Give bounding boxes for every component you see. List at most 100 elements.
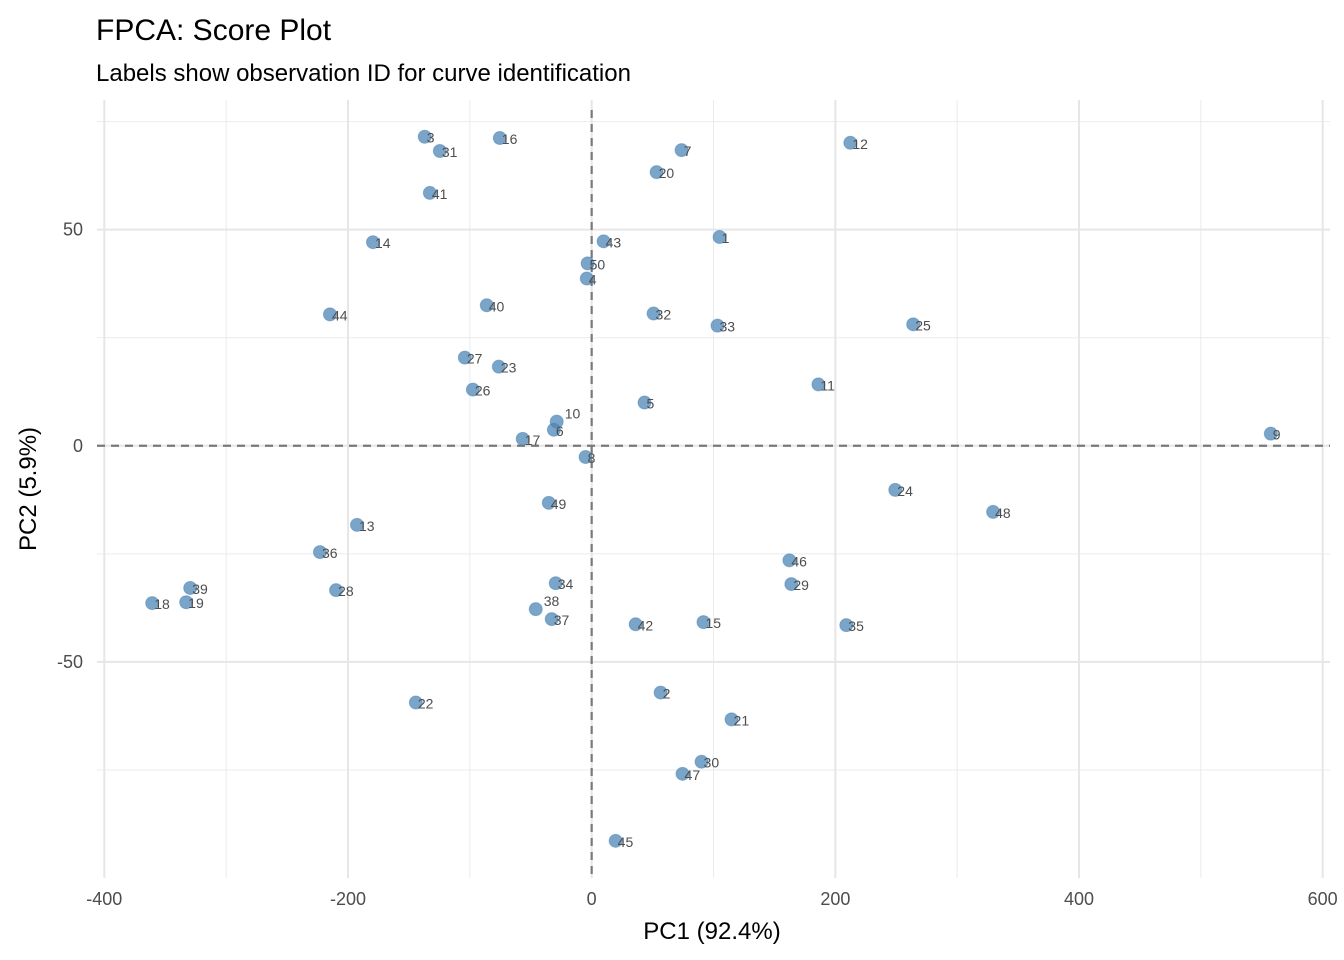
x-tick-label: 600	[1308, 889, 1338, 909]
data-point	[784, 577, 799, 592]
y-tick-label: -50	[57, 652, 83, 672]
data-point	[322, 307, 337, 322]
point-label: 41	[432, 186, 448, 202]
point-label: 10	[565, 406, 581, 422]
point-label: 16	[502, 131, 518, 147]
point-label: 25	[915, 317, 931, 333]
data-point	[365, 235, 380, 250]
data-point	[782, 553, 797, 568]
point-label: 14	[375, 235, 391, 251]
data-point	[179, 595, 194, 610]
point-label: 3	[427, 130, 435, 146]
chart-subtitle: Labels show observation ID for curve ide…	[96, 60, 631, 87]
point-label: 17	[525, 432, 541, 448]
data-point	[888, 482, 903, 497]
point-label: 46	[791, 553, 807, 569]
point-label: 7	[684, 143, 692, 159]
point-label: 34	[558, 576, 574, 592]
point-label: 47	[685, 767, 701, 783]
data-point	[839, 618, 854, 633]
point-label: 11	[820, 377, 835, 393]
point-label: 5	[647, 396, 655, 412]
point-label: 26	[475, 383, 491, 399]
data-point	[710, 318, 725, 333]
point-label: 27	[467, 351, 483, 367]
point-label: 24	[897, 483, 913, 499]
data-point	[580, 256, 595, 271]
data-point	[653, 685, 668, 700]
point-label: 8	[588, 450, 596, 466]
point-label: 29	[793, 577, 809, 593]
data-point	[145, 596, 160, 611]
data-point	[515, 431, 530, 446]
point-label: 12	[852, 136, 868, 152]
data-point	[491, 359, 506, 374]
point-label: 15	[706, 615, 722, 631]
data-point	[578, 450, 593, 465]
data-point	[628, 617, 643, 632]
point-label: 6	[556, 423, 564, 439]
point-label: 50	[590, 256, 606, 272]
data-point	[608, 833, 623, 848]
x-tick-label: 0	[587, 889, 597, 909]
data-point	[465, 382, 480, 397]
point-label: 13	[359, 518, 375, 534]
data-point	[811, 377, 826, 392]
data-point	[408, 695, 423, 710]
data-point	[1263, 426, 1278, 441]
point-label: 20	[659, 165, 675, 181]
point-label: 1	[722, 230, 730, 246]
data-point	[329, 583, 344, 598]
point-label: 19	[188, 595, 204, 611]
data-point	[312, 545, 327, 560]
data-point	[417, 129, 432, 144]
point-label: 30	[704, 755, 720, 771]
point-label: 32	[656, 307, 672, 323]
points	[145, 129, 1278, 848]
data-point	[696, 615, 711, 630]
x-tick-label: -400	[86, 889, 122, 909]
data-point	[548, 576, 563, 591]
data-point	[674, 143, 689, 158]
point-label: 36	[322, 545, 338, 561]
data-point	[432, 144, 447, 159]
point-label: 9	[1273, 427, 1281, 443]
reference-lines	[97, 110, 1330, 878]
chart-title: FPCA: Score Plot	[96, 14, 332, 47]
data-point	[712, 230, 727, 245]
point-label: 38	[544, 593, 560, 609]
point-label: 21	[734, 712, 750, 728]
point-label: 23	[501, 360, 517, 376]
data-point	[986, 504, 1001, 519]
data-point	[724, 712, 739, 727]
point-label: 44	[332, 307, 348, 323]
data-point	[694, 754, 709, 769]
x-axis-label: PC1 (92.4%)	[643, 918, 780, 945]
point-label: 45	[618, 834, 634, 850]
y-axis-ticks: -50 0 50	[57, 220, 83, 672]
point-label: 31	[442, 144, 458, 160]
data-point	[350, 517, 365, 532]
point-label: 4	[589, 272, 597, 288]
y-tick-label: 50	[63, 220, 83, 240]
y-tick-label: 0	[73, 436, 83, 456]
point-label: 2	[663, 686, 671, 702]
x-tick-label: 400	[1064, 889, 1094, 909]
data-point	[492, 131, 507, 146]
data-point	[422, 185, 437, 200]
data-point	[637, 395, 652, 410]
data-point	[528, 602, 543, 617]
x-tick-label: 200	[820, 889, 850, 909]
x-axis-ticks: -400 -200 0 200 400 600	[86, 889, 1337, 909]
x-tick-label: -200	[330, 889, 366, 909]
point-label: 49	[551, 496, 567, 512]
point-label: 48	[995, 505, 1011, 521]
point-label: 18	[154, 596, 170, 612]
data-point	[579, 271, 594, 286]
point-label: 35	[848, 618, 864, 634]
data-point	[544, 612, 559, 627]
data-point	[457, 350, 472, 365]
data-point	[906, 317, 921, 332]
point-label: 22	[418, 696, 434, 712]
